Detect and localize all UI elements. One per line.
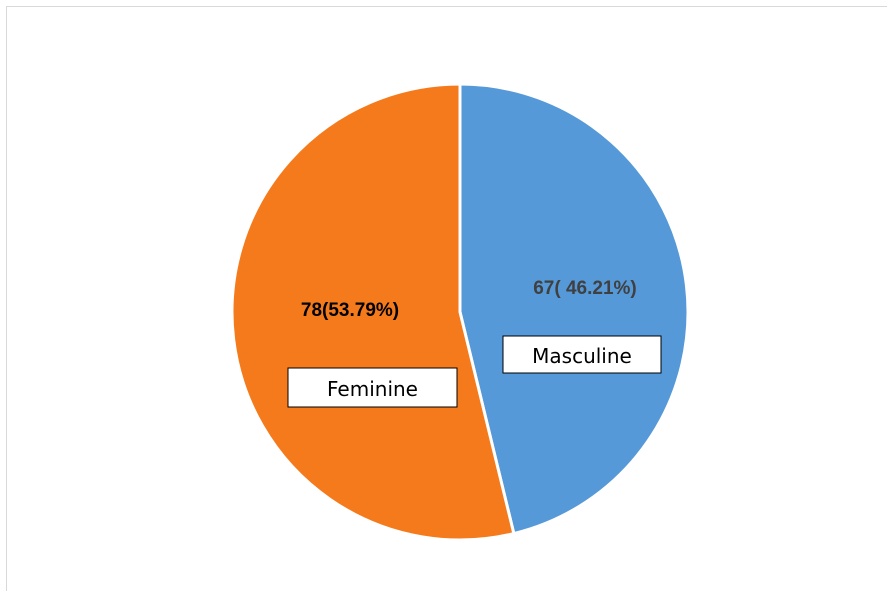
pie-slice (458, 82, 690, 536)
value-label: 78(53.79%) (301, 300, 399, 321)
category-label: Feminine (327, 377, 418, 401)
pie-slice (230, 82, 516, 542)
category-box (287, 367, 458, 408)
value-label: 67( 46.21%) (533, 278, 637, 299)
category-box (502, 335, 662, 374)
category-label: Masculine (532, 344, 632, 368)
